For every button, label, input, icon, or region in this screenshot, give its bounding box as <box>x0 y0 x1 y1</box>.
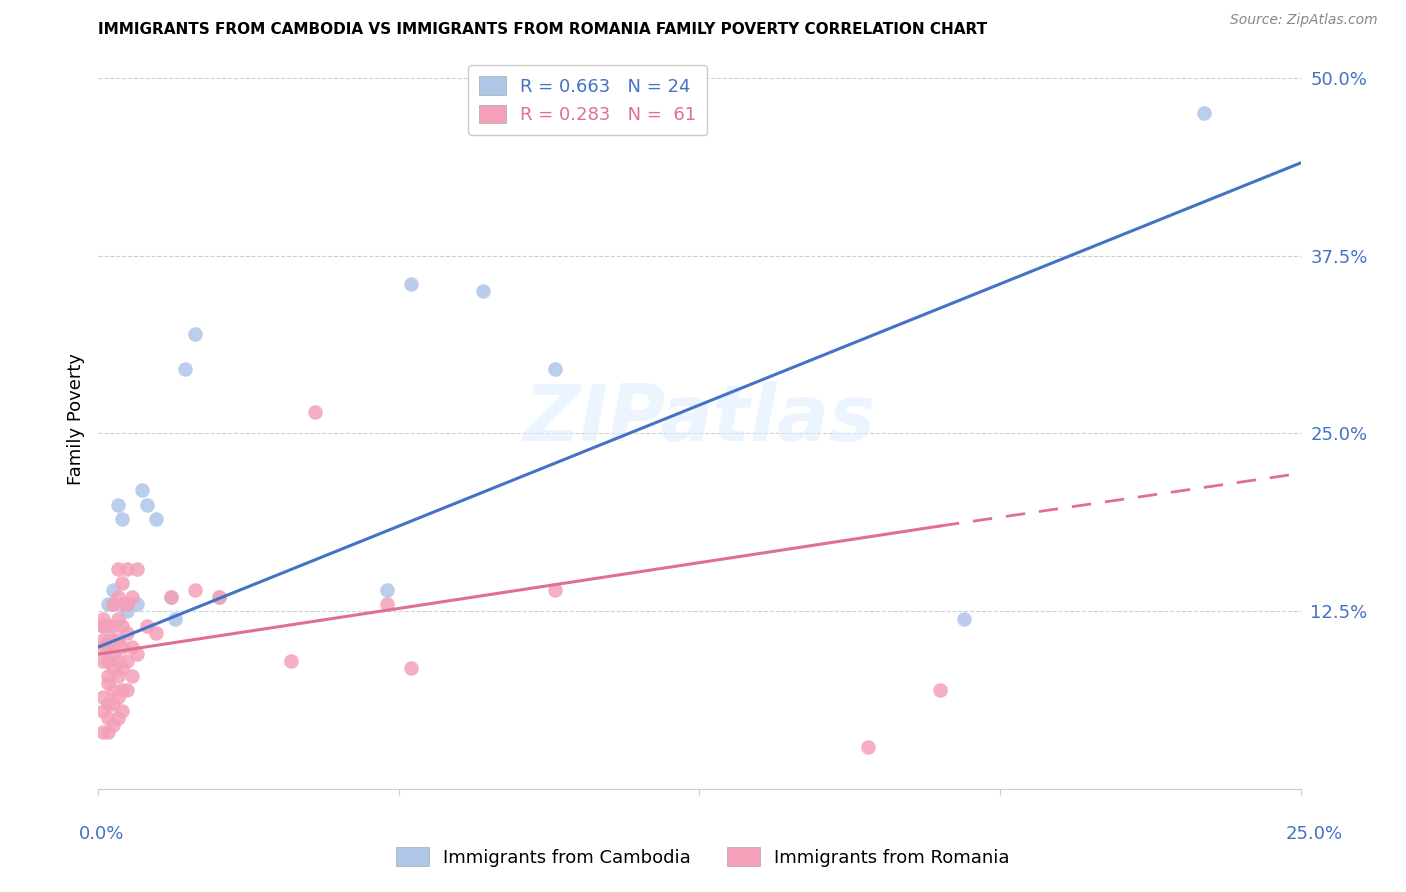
Point <box>375 598 398 612</box>
Point <box>125 647 148 661</box>
Point <box>111 618 134 632</box>
Point <box>97 654 120 668</box>
Point <box>1194 106 1216 120</box>
Point <box>111 598 134 612</box>
Point <box>101 583 124 598</box>
Point <box>121 591 143 605</box>
Point <box>101 718 124 732</box>
Point <box>135 618 157 632</box>
Point <box>97 711 120 725</box>
Point <box>97 598 120 612</box>
Point <box>111 640 134 654</box>
Point <box>159 591 181 605</box>
Legend: R = 0.663   N = 24, R = 0.283   N =  61: R = 0.663 N = 24, R = 0.283 N = 61 <box>468 65 707 135</box>
Point <box>91 618 114 632</box>
Point <box>101 661 124 675</box>
Text: Source: ZipAtlas.com: Source: ZipAtlas.com <box>1230 13 1378 28</box>
Point <box>399 661 422 675</box>
Point <box>174 362 197 376</box>
Point <box>375 583 398 598</box>
Point <box>101 647 124 661</box>
Point <box>97 618 120 632</box>
Point <box>131 483 153 498</box>
Point <box>159 591 181 605</box>
Point <box>91 704 114 718</box>
Point <box>117 654 139 668</box>
Text: ZIPatlas: ZIPatlas <box>523 381 876 458</box>
Point <box>165 611 187 625</box>
Text: 25.0%: 25.0% <box>1286 825 1343 843</box>
Point <box>107 591 129 605</box>
Text: 0.0%: 0.0% <box>79 825 124 843</box>
Point <box>117 625 139 640</box>
Point <box>91 611 114 625</box>
Point <box>117 562 139 576</box>
Point <box>117 604 139 618</box>
Point <box>107 611 129 625</box>
Point <box>208 591 231 605</box>
Point <box>91 618 114 632</box>
Point <box>107 562 129 576</box>
Point <box>121 668 143 682</box>
Point <box>183 326 205 341</box>
Point <box>101 598 124 612</box>
Point <box>97 640 120 654</box>
Point <box>97 632 120 647</box>
Point <box>117 682 139 697</box>
Point <box>91 725 114 739</box>
Point <box>121 640 143 654</box>
Point <box>101 632 124 647</box>
Point <box>399 277 422 291</box>
Point <box>544 583 567 598</box>
Legend: Immigrants from Cambodia, Immigrants from Romania: Immigrants from Cambodia, Immigrants fro… <box>389 840 1017 874</box>
Point <box>101 697 124 711</box>
Point <box>111 512 134 526</box>
Point <box>107 690 129 704</box>
Point <box>107 498 129 512</box>
Text: IMMIGRANTS FROM CAMBODIA VS IMMIGRANTS FROM ROMANIA FAMILY POVERTY CORRELATION C: IMMIGRANTS FROM CAMBODIA VS IMMIGRANTS F… <box>98 22 987 37</box>
Point <box>107 654 129 668</box>
Point <box>111 661 134 675</box>
Point <box>97 675 120 690</box>
Y-axis label: Family Poverty: Family Poverty <box>66 353 84 485</box>
Point <box>544 362 567 376</box>
Point <box>97 725 120 739</box>
Point <box>183 583 205 598</box>
Point <box>111 576 134 591</box>
Point <box>928 682 950 697</box>
Point <box>145 625 167 640</box>
Point <box>97 697 120 711</box>
Point <box>111 704 134 718</box>
Point <box>111 682 134 697</box>
Point <box>91 654 114 668</box>
Point <box>107 668 129 682</box>
Point <box>101 618 124 632</box>
Point <box>953 611 976 625</box>
Point <box>107 632 129 647</box>
Point <box>125 598 148 612</box>
Point <box>101 682 124 697</box>
Point <box>280 654 302 668</box>
Point <box>856 739 879 754</box>
Point <box>91 640 114 654</box>
Point <box>107 711 129 725</box>
Point <box>97 668 120 682</box>
Point <box>91 632 114 647</box>
Point <box>117 598 139 612</box>
Point <box>208 591 231 605</box>
Point <box>91 690 114 704</box>
Point <box>125 562 148 576</box>
Point <box>101 598 124 612</box>
Point <box>117 598 139 612</box>
Point <box>304 405 326 419</box>
Point <box>135 498 157 512</box>
Point <box>145 512 167 526</box>
Point <box>472 284 495 298</box>
